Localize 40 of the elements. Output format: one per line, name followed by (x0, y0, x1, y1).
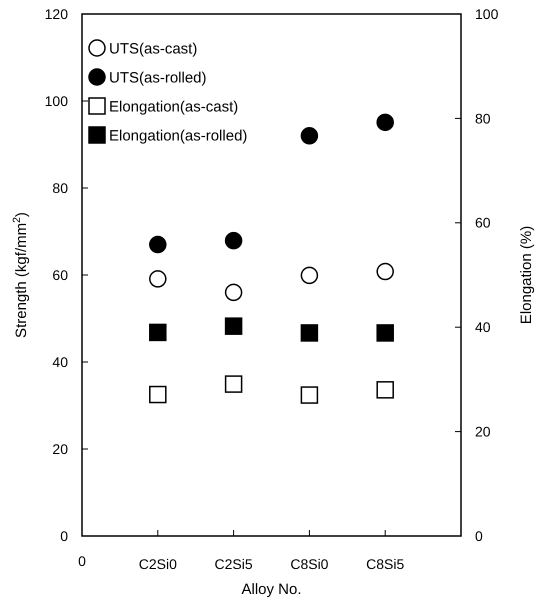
y-tick-label: 80 (52, 180, 68, 196)
y2-tick-label: 60 (475, 214, 491, 231)
point (224, 232, 242, 250)
point (149, 324, 167, 342)
point (224, 317, 242, 335)
y-tick-label: 120 (44, 6, 68, 22)
x-tick-label: C8Si0 (290, 556, 329, 572)
point (224, 375, 242, 393)
legend-label: UTS(as-rolled) (109, 69, 207, 86)
point (224, 284, 242, 302)
y2-tick-label: 20 (475, 424, 491, 440)
point (300, 127, 318, 145)
point (300, 386, 318, 404)
point (149, 386, 167, 404)
x-tick-label: C2Si0 (138, 556, 178, 572)
x-tick-label: C8Si5 (366, 556, 404, 572)
x-tick-label: 0 (78, 553, 86, 569)
point (376, 381, 394, 399)
x-axis-title: Alloy No. (241, 581, 302, 598)
x-tick-label: C2Si5 (214, 556, 253, 572)
point (149, 270, 167, 288)
point (300, 266, 318, 284)
point (376, 262, 394, 280)
y2-tick-label: 40 (475, 319, 491, 336)
y-tick-label: 60 (52, 266, 68, 283)
legend-label: Elongation(as-rolled) (109, 127, 248, 144)
point (149, 236, 167, 254)
legend-label: UTS(as-cast) (109, 40, 198, 58)
y-tick-label: 40 (52, 354, 68, 370)
point (376, 324, 394, 342)
y-tick-label: 20 (52, 440, 68, 457)
point (300, 324, 318, 342)
legend-label: Elongation(as-cast) (109, 98, 238, 116)
y2-tick-label: 100 (475, 6, 499, 22)
y2-axis-title: Elongation (%) (518, 226, 535, 324)
y2-tick-label: 0 (475, 528, 483, 544)
y-tick-label: 0 (60, 528, 68, 544)
y-tick-label: 100 (44, 92, 68, 109)
point (376, 114, 394, 132)
y2-tick-label: 80 (475, 110, 491, 126)
